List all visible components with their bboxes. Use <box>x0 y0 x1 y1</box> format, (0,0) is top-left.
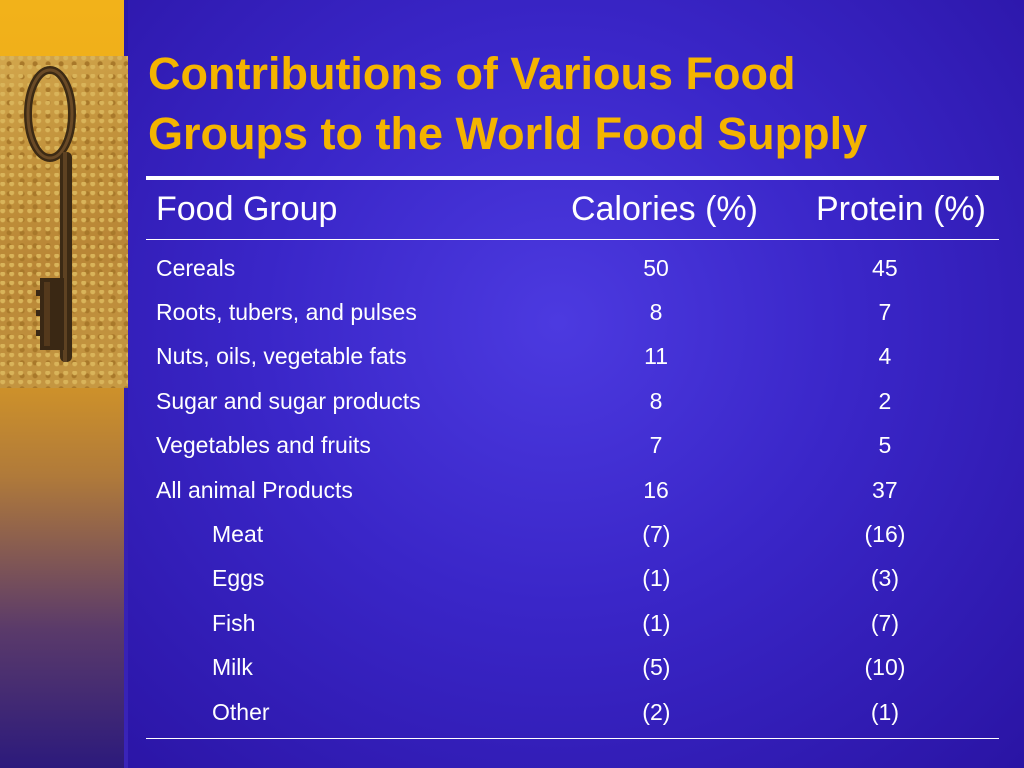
cell-food-group: Nuts, oils, vegetable fats <box>156 343 407 370</box>
cell-protein: 45 <box>872 254 898 281</box>
cell-protein: (3) <box>870 565 900 592</box>
cell-calories: 8 <box>649 387 663 414</box>
table-row: Vegetables and fruits 7 5 <box>146 424 999 468</box>
title-line-2: Groups to the World Food Supply <box>148 108 868 159</box>
cell-food-group: Eggs <box>212 565 265 592</box>
cell-calories: 16 <box>643 476 669 503</box>
cell-calories: (1) <box>642 609 671 636</box>
cell-protein: 5 <box>878 432 892 459</box>
table-header-rule <box>146 239 999 240</box>
table-row: Roots, tubers, and pulses 8 7 <box>146 290 999 334</box>
table-body: Cereals 50 45 Roots, tubers, and pulses … <box>146 240 999 738</box>
table-subrow: Meat (7) (16) <box>146 512 999 556</box>
cell-protein: 4 <box>878 343 892 370</box>
table-subrow: Milk (5) (10) <box>146 646 999 690</box>
old-key-icon <box>24 66 76 362</box>
cell-food-group: Fish <box>212 609 256 636</box>
title-line-1: Contributions of Various Food <box>148 48 796 99</box>
table-top-rule <box>146 176 999 180</box>
header-food-group: Food Group <box>156 190 338 228</box>
cell-food-group: Meat <box>212 521 264 548</box>
cell-calories: (2) <box>642 698 671 725</box>
cell-protein: 37 <box>872 476 898 503</box>
table-row: Cereals 50 45 <box>146 246 999 290</box>
cell-calories: (5) <box>642 654 671 681</box>
key-photo <box>0 56 128 388</box>
cell-protein: (7) <box>870 609 900 636</box>
cell-calories: 11 <box>644 343 668 370</box>
cell-calories: (7) <box>642 521 671 548</box>
table-subrow: Eggs (1) (3) <box>146 557 999 601</box>
cell-protein: (16) <box>864 521 906 548</box>
table-subrow: Other (2) (1) <box>146 690 999 734</box>
cell-calories: 7 <box>649 432 663 459</box>
slide-title: Contributions of Various Food Groups to … <box>148 44 1008 164</box>
cell-food-group: Sugar and sugar products <box>156 387 421 414</box>
table-row: Sugar and sugar products 8 2 <box>146 379 999 423</box>
cell-food-group: All animal Products <box>156 476 353 503</box>
cell-protein: 7 <box>878 299 892 326</box>
cell-food-group: Milk <box>212 654 253 681</box>
cell-food-group: Vegetables and fruits <box>156 432 371 459</box>
cell-protein: (1) <box>870 698 900 725</box>
cell-food-group: Roots, tubers, and pulses <box>156 299 417 326</box>
cell-calories: 50 <box>643 254 669 281</box>
cell-calories: (1) <box>642 565 671 592</box>
cell-food-group: Cereals <box>156 254 236 281</box>
food-supply-table: Food Group Calories (%) Protein (%) Cere… <box>146 176 999 740</box>
table-bottom-rule <box>146 738 999 740</box>
table-row: All animal Products 16 37 <box>146 468 999 512</box>
slide-background <box>128 0 1024 768</box>
cell-protein: (10) <box>864 654 906 681</box>
header-calories: Calories (%) <box>570 190 758 228</box>
table-subrow: Fish (1) (7) <box>146 601 999 645</box>
cell-protein: 2 <box>878 387 892 414</box>
table-row: Nuts, oils, vegetable fats 11 4 <box>146 335 999 379</box>
cell-food-group: Other <box>212 698 270 725</box>
cell-calories: 8 <box>649 299 663 326</box>
table-header: Food Group Calories (%) Protein (%) <box>146 180 999 239</box>
header-protein: Protein (%) <box>815 190 986 228</box>
